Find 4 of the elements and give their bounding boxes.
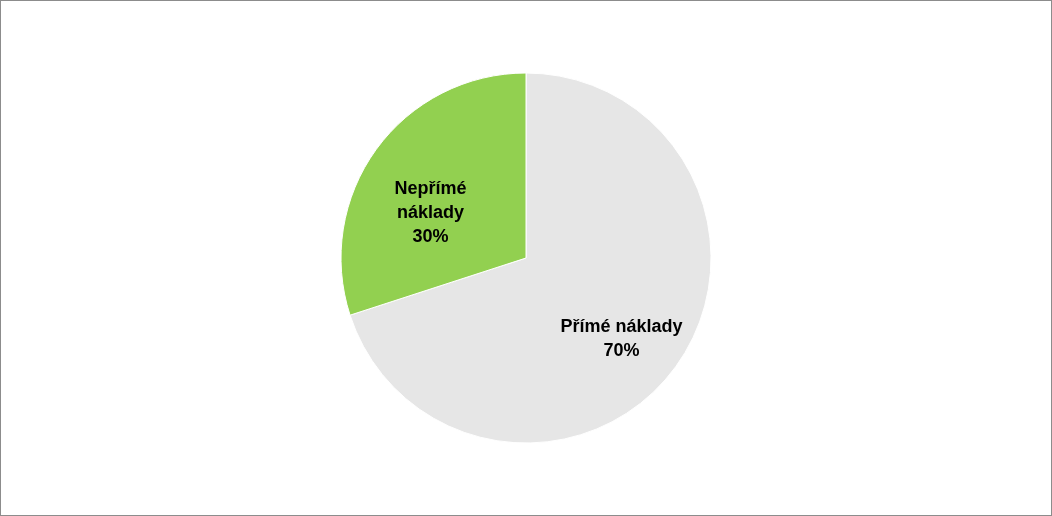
slice-label: Přímé náklady: [560, 316, 683, 337]
slice-label: Nepřímé náklady: [394, 177, 467, 222]
data-label: 30%: [412, 225, 449, 246]
data-label: 70%: [603, 340, 640, 361]
